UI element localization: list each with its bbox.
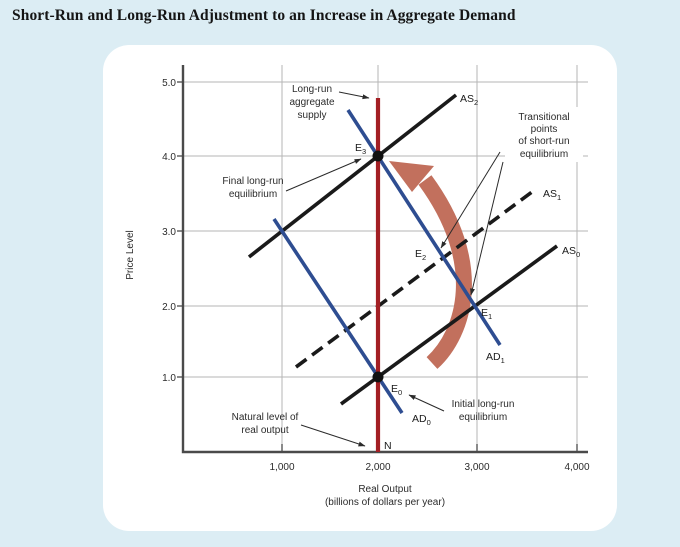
annotation-lras-arrow <box>338 91 370 100</box>
annotation-final-line2: equilibrium <box>229 189 277 200</box>
annotation-final-line1: Final long-run <box>222 176 283 187</box>
x-tick-2000: 2,000 <box>365 462 390 473</box>
ad0-curve <box>272 218 404 414</box>
e1-label: E1 <box>481 307 492 321</box>
annotation-natural-line1: Natural level of <box>232 412 299 423</box>
e3-point <box>372 150 384 162</box>
annotation-natural-line2: real output <box>241 425 288 436</box>
annotation-initial-line2: equilibrium <box>459 412 507 423</box>
ad0-label: AD0 <box>412 413 431 427</box>
e3-label: E3 <box>355 142 366 156</box>
chart-card: AS2 AS1 AS0 AD1 AD0 E3 E2 E1 E0 N 5.0 4.… <box>103 45 617 531</box>
adjustment-arrow-body <box>418 175 472 369</box>
ad1-label: AD1 <box>486 351 505 365</box>
y-tick-2: 2.0 <box>162 302 176 313</box>
y-tick-4: 4.0 <box>162 152 176 163</box>
axes <box>181 65 588 454</box>
annotation-transitional-line1: Transitional <box>518 112 569 123</box>
e0-label: E0 <box>391 383 402 397</box>
as1-curve-dashed <box>294 187 538 369</box>
e2-label: E2 <box>415 248 426 262</box>
annotation-transitional-line3: of short-run <box>518 136 569 147</box>
x-axis-title: Real Output <box>358 484 412 495</box>
annotation-transitional-line2: points <box>531 124 558 135</box>
x-axis-subtitle: (billions of dollars per year) <box>325 497 445 508</box>
as1-label: AS1 <box>543 188 561 202</box>
x-tick-3000: 3,000 <box>464 462 489 473</box>
as2-label: AS2 <box>460 93 478 107</box>
e0-point <box>372 371 384 383</box>
annotation-natural-level: Natural level of real output <box>232 412 366 447</box>
annotation-lras: Long-run aggregate supply <box>289 84 370 121</box>
annotation-lras-line2: aggregate <box>289 97 334 108</box>
annotation-transitional-line4: equilibrium <box>520 149 568 160</box>
x-tick-4000: 4,000 <box>564 462 589 473</box>
annotation-transitional-bg <box>505 107 583 162</box>
as-ad-chart: AS2 AS1 AS0 AD1 AD0 E3 E2 E1 E0 N 5.0 4.… <box>125 65 590 508</box>
as0-label: AS0 <box>562 245 580 259</box>
annotation-initial-arrow <box>408 394 445 412</box>
adjustment-arrow-head <box>389 161 434 192</box>
x-tick-1000: 1,000 <box>269 462 294 473</box>
annotation-transitional-arrow-e1 <box>470 161 504 296</box>
annotation-final-arrow <box>285 158 362 192</box>
y-axis-title: Price Level <box>125 230 136 279</box>
annotation-initial-equilibrium: Initial long-run equilibrium <box>408 394 515 423</box>
y-tick-5: 5.0 <box>162 78 176 89</box>
as2-curve <box>247 93 458 259</box>
ad1-curve <box>346 109 502 346</box>
annotation-lras-line3: supply <box>298 110 327 121</box>
annotation-transitional-arrow-e2 <box>440 151 501 249</box>
annotation-initial-line1: Initial long-run <box>452 399 515 410</box>
y-tick-3: 3.0 <box>162 227 176 238</box>
annotation-transitional: Transitional points of short-run equilib… <box>440 107 583 296</box>
figure-title: Short-Run and Long-Run Adjustment to an … <box>12 7 516 24</box>
annotation-lras-line1: Long-run <box>292 84 332 95</box>
axis-ticks <box>177 81 578 452</box>
y-tick-1: 1.0 <box>162 373 176 384</box>
annotation-final-equilibrium: Final long-run equilibrium <box>222 158 362 200</box>
as0-curve <box>339 244 559 406</box>
natural-output-marker: N <box>384 440 392 452</box>
annotation-natural-arrow <box>300 424 366 447</box>
